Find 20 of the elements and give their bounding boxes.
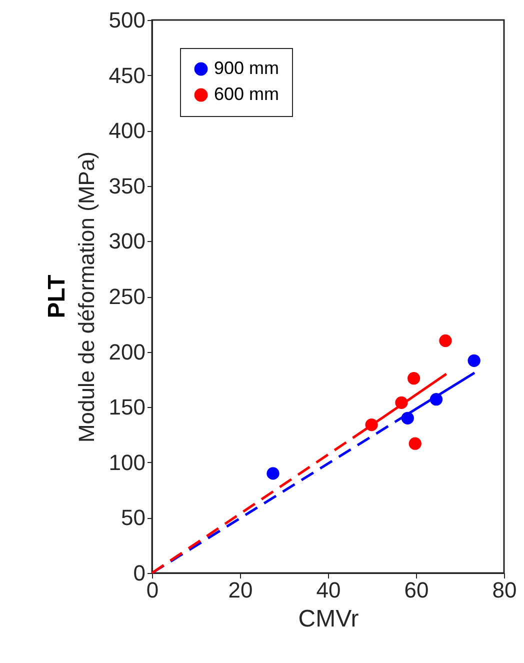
text: PLT [43, 274, 70, 318]
y-tick-label: 300 [108, 228, 146, 254]
y-axis-title: Module de déformation (MPa) [74, 151, 99, 443]
x-tick-label: 20 [228, 578, 253, 602]
y-tick-label: 50 [121, 505, 146, 530]
x-tick-label: 60 [404, 578, 429, 602]
y-tick-label: 0 [133, 560, 146, 586]
y-tick-label: 150 [108, 394, 146, 420]
legend-label: 600 mm [214, 84, 280, 104]
y-tick-label: 450 [108, 62, 146, 88]
y-tick-label: 250 [108, 284, 146, 309]
y-tick-label: 500 [108, 8, 146, 32]
y-tick-label: 200 [108, 339, 146, 364]
x-axis-title: CMVr [298, 606, 359, 632]
y-tick-label: 100 [108, 450, 146, 475]
y-tick-label: 350 [108, 173, 146, 198]
x-tick-label: 80 [492, 578, 517, 602]
y-tick-label: 400 [108, 118, 146, 144]
legend-label: 900 mm [214, 58, 280, 78]
x-tick-label: 40 [316, 578, 341, 602]
